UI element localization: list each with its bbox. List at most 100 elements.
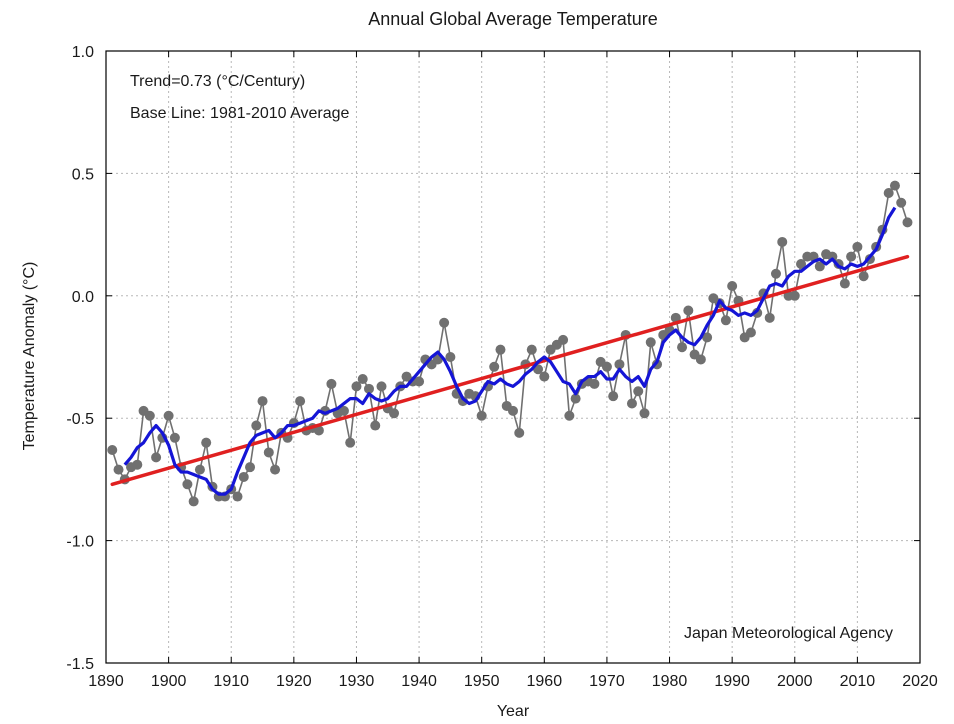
annual-point (852, 241, 863, 252)
annual-point (514, 427, 525, 438)
y-tick-label: -1.0 (66, 534, 94, 551)
grid (106, 51, 920, 663)
annual-point (263, 447, 274, 458)
annual-point (814, 261, 825, 272)
annual-point (695, 354, 706, 365)
annual-point (194, 464, 205, 475)
x-tick-label: 1920 (276, 673, 312, 690)
annual-point (608, 391, 619, 402)
annual-point (232, 491, 243, 502)
annual-point (270, 464, 281, 475)
annual-point (370, 420, 381, 431)
annual-point (345, 437, 356, 448)
annual-point (601, 361, 612, 372)
annual-point (589, 378, 600, 389)
annual-point (889, 180, 900, 191)
annual-point (683, 305, 694, 316)
annual-point (508, 405, 518, 416)
annual-point (526, 344, 537, 355)
annual-point (670, 312, 681, 323)
annual-point (113, 464, 124, 475)
annual-point (570, 393, 581, 404)
annual-point (351, 381, 362, 392)
x-tick-label: 2010 (840, 673, 876, 690)
x-axis-label: Year (497, 703, 530, 720)
annual-point (645, 337, 656, 348)
annual-point (720, 315, 731, 326)
x-tick-label: 1950 (464, 673, 500, 690)
annual-point (896, 197, 907, 208)
annual-point (770, 268, 781, 279)
running-mean-line (123, 206, 897, 496)
annual-point (796, 258, 807, 269)
annual-point (107, 445, 118, 456)
series-layer (107, 180, 913, 507)
plot-frame (105, 50, 921, 664)
annual-point (238, 471, 249, 482)
x-tick-label: 1970 (589, 673, 625, 690)
annual-point (677, 342, 688, 353)
y-axis-label: Temperature Anomaly (°C) (21, 262, 38, 451)
tick-labels: 1890 1900 1910 1920 1930 1940 1950 1960 1970 1980… (66, 44, 937, 690)
annual-point (839, 278, 850, 289)
annual-point (702, 332, 713, 343)
annual-point (132, 459, 143, 470)
annual-point (439, 317, 450, 328)
y-tick-label: 0.0 (72, 289, 94, 306)
annual-point (257, 396, 268, 407)
x-tick-label: 2020 (902, 673, 938, 690)
annual-point (389, 408, 400, 419)
annual-point (338, 405, 349, 416)
annual-point (363, 383, 374, 394)
annual-point (777, 236, 788, 247)
annual-point (633, 386, 644, 397)
annual-point (295, 396, 306, 407)
annual-point (614, 359, 625, 370)
annual-point (182, 479, 193, 490)
annual-point (558, 334, 569, 345)
annual-point (445, 352, 456, 362)
annual-point (902, 217, 913, 228)
baseline-annotation: Base Line: 1981-2010 Average (130, 105, 350, 122)
annual-point (495, 344, 506, 355)
annual-point (846, 251, 857, 262)
annual-point (727, 281, 738, 292)
annual-point (489, 361, 500, 372)
annual-point (169, 432, 180, 443)
annual-point (201, 437, 212, 448)
x-tick-label: 1900 (151, 673, 187, 690)
annual-point (326, 378, 337, 389)
x-tick-label: 1980 (652, 673, 688, 690)
annual-point (883, 187, 894, 198)
annual-point (151, 452, 162, 463)
y-tick-label: -0.5 (66, 411, 94, 428)
annual-point (745, 327, 756, 338)
x-tick-label: 2000 (777, 673, 813, 690)
y-tick-label: -1.5 (66, 656, 94, 673)
annual-point (251, 420, 262, 431)
x-tick-label: 1890 (88, 673, 124, 690)
annual-point (764, 312, 775, 323)
y-tick-label: 1.0 (72, 44, 94, 61)
annual-point (376, 381, 387, 392)
annual-point (357, 374, 368, 385)
annual-point (414, 376, 425, 387)
annual-point (245, 462, 256, 473)
trend-line (110, 254, 910, 487)
x-tick-label: 1910 (213, 673, 249, 690)
x-tick-label: 1960 (527, 673, 563, 690)
annual-point (163, 410, 174, 421)
annual-point (789, 290, 800, 301)
annual-point (476, 410, 487, 421)
annual-point (639, 408, 650, 419)
x-tick-label: 1930 (339, 673, 375, 690)
annual-point (144, 410, 155, 421)
annual-point (626, 398, 637, 409)
annual-anomaly-line (111, 184, 909, 505)
annual-point (313, 425, 324, 436)
annual-point (564, 410, 575, 421)
chart-title: Annual Global Average Temperature (368, 9, 658, 29)
annual-point (858, 271, 869, 282)
plot-border (105, 50, 921, 664)
